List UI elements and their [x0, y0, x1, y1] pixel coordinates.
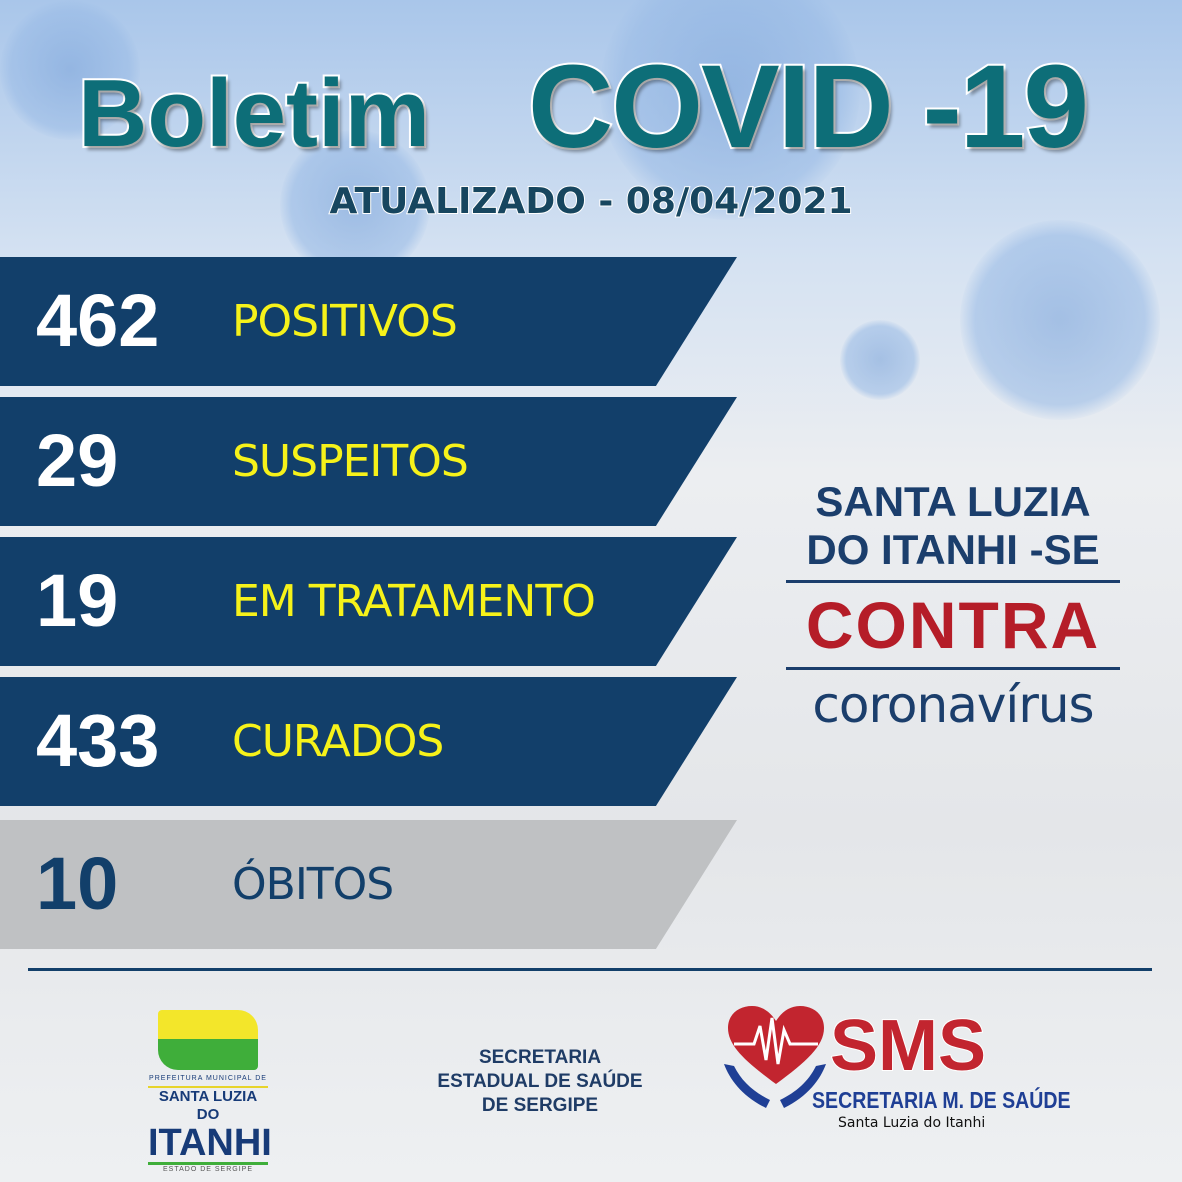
sms-name: SECRETARIA M. DE SAÚDE	[812, 1087, 1071, 1113]
sms-acronym: SMS	[829, 1006, 987, 1086]
title-covid: COVID -19	[526, 41, 1091, 173]
stat-label: EM TRATAMENTO	[232, 576, 596, 627]
stat-suspeitos: 29 SUSPEITOS	[0, 397, 737, 526]
hands-icon	[724, 1064, 826, 1108]
stat-value: 433	[36, 699, 160, 782]
virus-decoration	[600, 0, 860, 220]
stat-label: SUSPEITOS	[232, 436, 469, 487]
stat-em-tratamento: 19 EM TRATAMENTO	[0, 537, 737, 666]
logo-state: ESTADO DE SERGIPE	[163, 1166, 253, 1173]
divider	[786, 580, 1120, 583]
stat-obitos: 10 ÓBITOS	[0, 820, 737, 949]
stat-positivos: 462 POSITIVOS	[0, 257, 737, 386]
title-boletim: Boletim	[76, 60, 432, 167]
divider	[786, 667, 1120, 670]
virus-decoration	[960, 220, 1160, 420]
slogan: SANTA LUZIA DO ITANHI -SE CONTRA coronav…	[786, 478, 1120, 734]
stat-label: ÓBITOS	[232, 859, 394, 910]
stat-value: 29	[36, 419, 119, 502]
virus-decoration	[280, 130, 430, 280]
virus-decoration	[0, 0, 140, 140]
virus-decoration	[840, 320, 920, 400]
prefeitura-logo: PREFEITURA MUNICIPAL DE SANTA LUZIA DO I…	[148, 1010, 272, 1177]
stat-value: 19	[36, 559, 119, 642]
sec-line: ESTADUAL DE SAÚDE	[437, 1071, 643, 1092]
stat-curados: 433 CURADOS	[0, 677, 737, 806]
slogan-contra: CONTRA	[805, 588, 1101, 662]
flag-icon	[158, 1010, 258, 1070]
footer-divider	[28, 968, 1152, 971]
logo-line1: SANTA LUZIA DO	[158, 1088, 258, 1123]
sms-logo: SMS SECRETARIA M. DE SAÚDE Santa Luzia d…	[716, 1004, 1071, 1134]
heart-icon	[728, 1006, 824, 1084]
logo-small-text: PREFEITURA MUNICIPAL DE	[148, 1074, 268, 1088]
secretaria-estadual: SECRETARIA ESTADUAL DE SAÚDE DE SERGIPE	[410, 1046, 670, 1118]
sms-city: Santa Luzia do Itanhi	[838, 1115, 986, 1131]
stat-value: 10	[36, 842, 119, 925]
slogan-line1: SANTA LUZIA	[815, 478, 1091, 525]
slogan-line2: DO ITANHI -SE	[806, 526, 1100, 573]
sec-line: DE SERGIPE	[481, 1095, 599, 1116]
stat-label: POSITIVOS	[232, 296, 458, 347]
sec-line: SECRETARIA	[478, 1047, 602, 1068]
stat-label: CURADOS	[232, 716, 444, 767]
logo-line2: ITANHI	[148, 1122, 272, 1165]
updated-date: ATUALIZADO - 08/04/2021	[328, 181, 853, 223]
slogan-coronavirus: coronavírus	[812, 676, 1094, 734]
stat-value: 462	[36, 279, 160, 362]
